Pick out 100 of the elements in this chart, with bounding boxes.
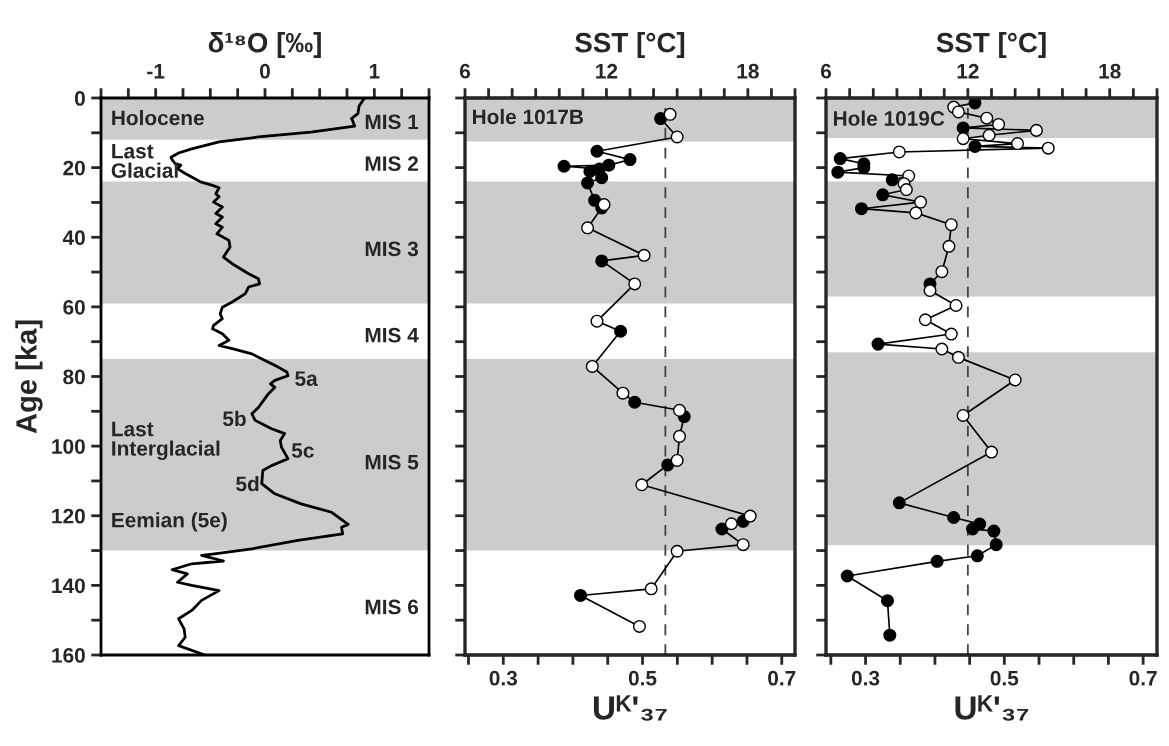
annotation: Eemian (5e)	[112, 512, 227, 532]
x-tick-label: 18	[1099, 63, 1121, 79]
point	[661, 458, 675, 472]
point	[942, 239, 956, 253]
y-tick-label: 100	[52, 439, 85, 454]
point	[628, 277, 642, 291]
point	[892, 496, 906, 510]
point	[635, 478, 649, 492]
point	[956, 121, 970, 135]
annotation: MIS 1	[365, 114, 419, 130]
point	[918, 313, 932, 327]
x-tick-label: 1	[369, 64, 380, 79]
point	[595, 254, 609, 268]
point	[628, 395, 642, 409]
x-axis-title: SST [°C]	[936, 32, 1046, 58]
point	[956, 408, 970, 422]
point	[743, 509, 757, 523]
point	[840, 569, 854, 583]
point	[632, 619, 646, 633]
point	[1041, 141, 1055, 155]
point	[670, 544, 684, 558]
point	[573, 588, 588, 602]
x-tick-label: 0	[260, 63, 270, 79]
point	[581, 176, 595, 190]
point	[944, 218, 958, 232]
y-tick-label: 80	[63, 369, 85, 385]
point	[949, 298, 963, 312]
annotation: 5a	[295, 371, 318, 386]
x2-tick-label: 0.3	[489, 670, 518, 686]
y-tick-label: 20	[63, 160, 85, 176]
point	[923, 284, 937, 298]
point	[1008, 373, 1022, 387]
point	[672, 429, 687, 443]
point	[930, 554, 944, 568]
annotation: MIS 5	[365, 454, 419, 470]
point	[595, 171, 609, 185]
point	[984, 445, 999, 459]
annotation: Hole 1017B	[472, 108, 583, 125]
point	[672, 403, 687, 417]
annotation: Hole 1019C	[834, 110, 945, 126]
point	[1029, 123, 1043, 137]
point	[736, 538, 750, 552]
point	[982, 128, 996, 142]
point	[947, 510, 961, 524]
point	[914, 195, 928, 209]
x-tick-label: 18	[737, 63, 759, 79]
point	[944, 327, 958, 341]
point	[968, 139, 982, 153]
y-tick-label: 0	[74, 91, 85, 106]
x-tick-label: 6	[459, 63, 471, 79]
y-tick-label: 60	[63, 299, 85, 315]
point	[885, 173, 899, 187]
point	[581, 221, 595, 235]
y-tick-label: 160	[52, 648, 85, 663]
y-tick-label: 140	[52, 578, 85, 594]
point	[883, 628, 897, 642]
annotation: MIS 6	[365, 599, 419, 615]
point	[654, 112, 668, 126]
point	[909, 206, 923, 220]
x2-axis-title: Uᴷ'₃₇	[593, 695, 667, 721]
annotation: MIS 2	[365, 156, 418, 171]
point	[724, 517, 738, 531]
x-tick-label: -1	[147, 64, 165, 79]
point	[1011, 137, 1025, 151]
x-tick-label: 12	[957, 63, 979, 79]
y-tick-label: 120	[52, 508, 85, 524]
point	[892, 145, 906, 159]
annotation: 5c	[291, 443, 314, 458]
point	[833, 152, 847, 166]
annotation: Last Interglacial	[112, 421, 220, 461]
point	[854, 202, 868, 216]
point	[951, 105, 965, 119]
x-tick-label: 6	[820, 63, 832, 79]
point	[970, 549, 984, 563]
point	[583, 164, 597, 178]
x2-tick-label: 0.7	[768, 670, 796, 686]
annotation: 5b	[223, 410, 246, 427]
point	[992, 117, 1006, 131]
annotation: Holocene	[112, 110, 204, 126]
point	[876, 188, 890, 202]
point	[585, 359, 599, 373]
x2-tick-label: 0.5	[628, 670, 657, 686]
y-axis-title: Age [ka]	[15, 320, 43, 434]
point	[980, 111, 994, 125]
point	[663, 107, 677, 121]
x-axis-title: δ¹⁸O [‰]	[208, 32, 321, 58]
y-tick-label: 40	[62, 230, 85, 245]
annotation: MIS 3	[365, 241, 419, 257]
point	[637, 248, 651, 262]
point	[935, 265, 949, 279]
point	[670, 453, 684, 467]
point	[956, 132, 970, 146]
point	[871, 337, 885, 351]
point	[899, 183, 913, 197]
point	[831, 165, 845, 179]
point	[590, 144, 604, 158]
point	[987, 524, 1001, 538]
point	[614, 324, 628, 338]
point	[935, 342, 949, 356]
point	[644, 582, 658, 596]
